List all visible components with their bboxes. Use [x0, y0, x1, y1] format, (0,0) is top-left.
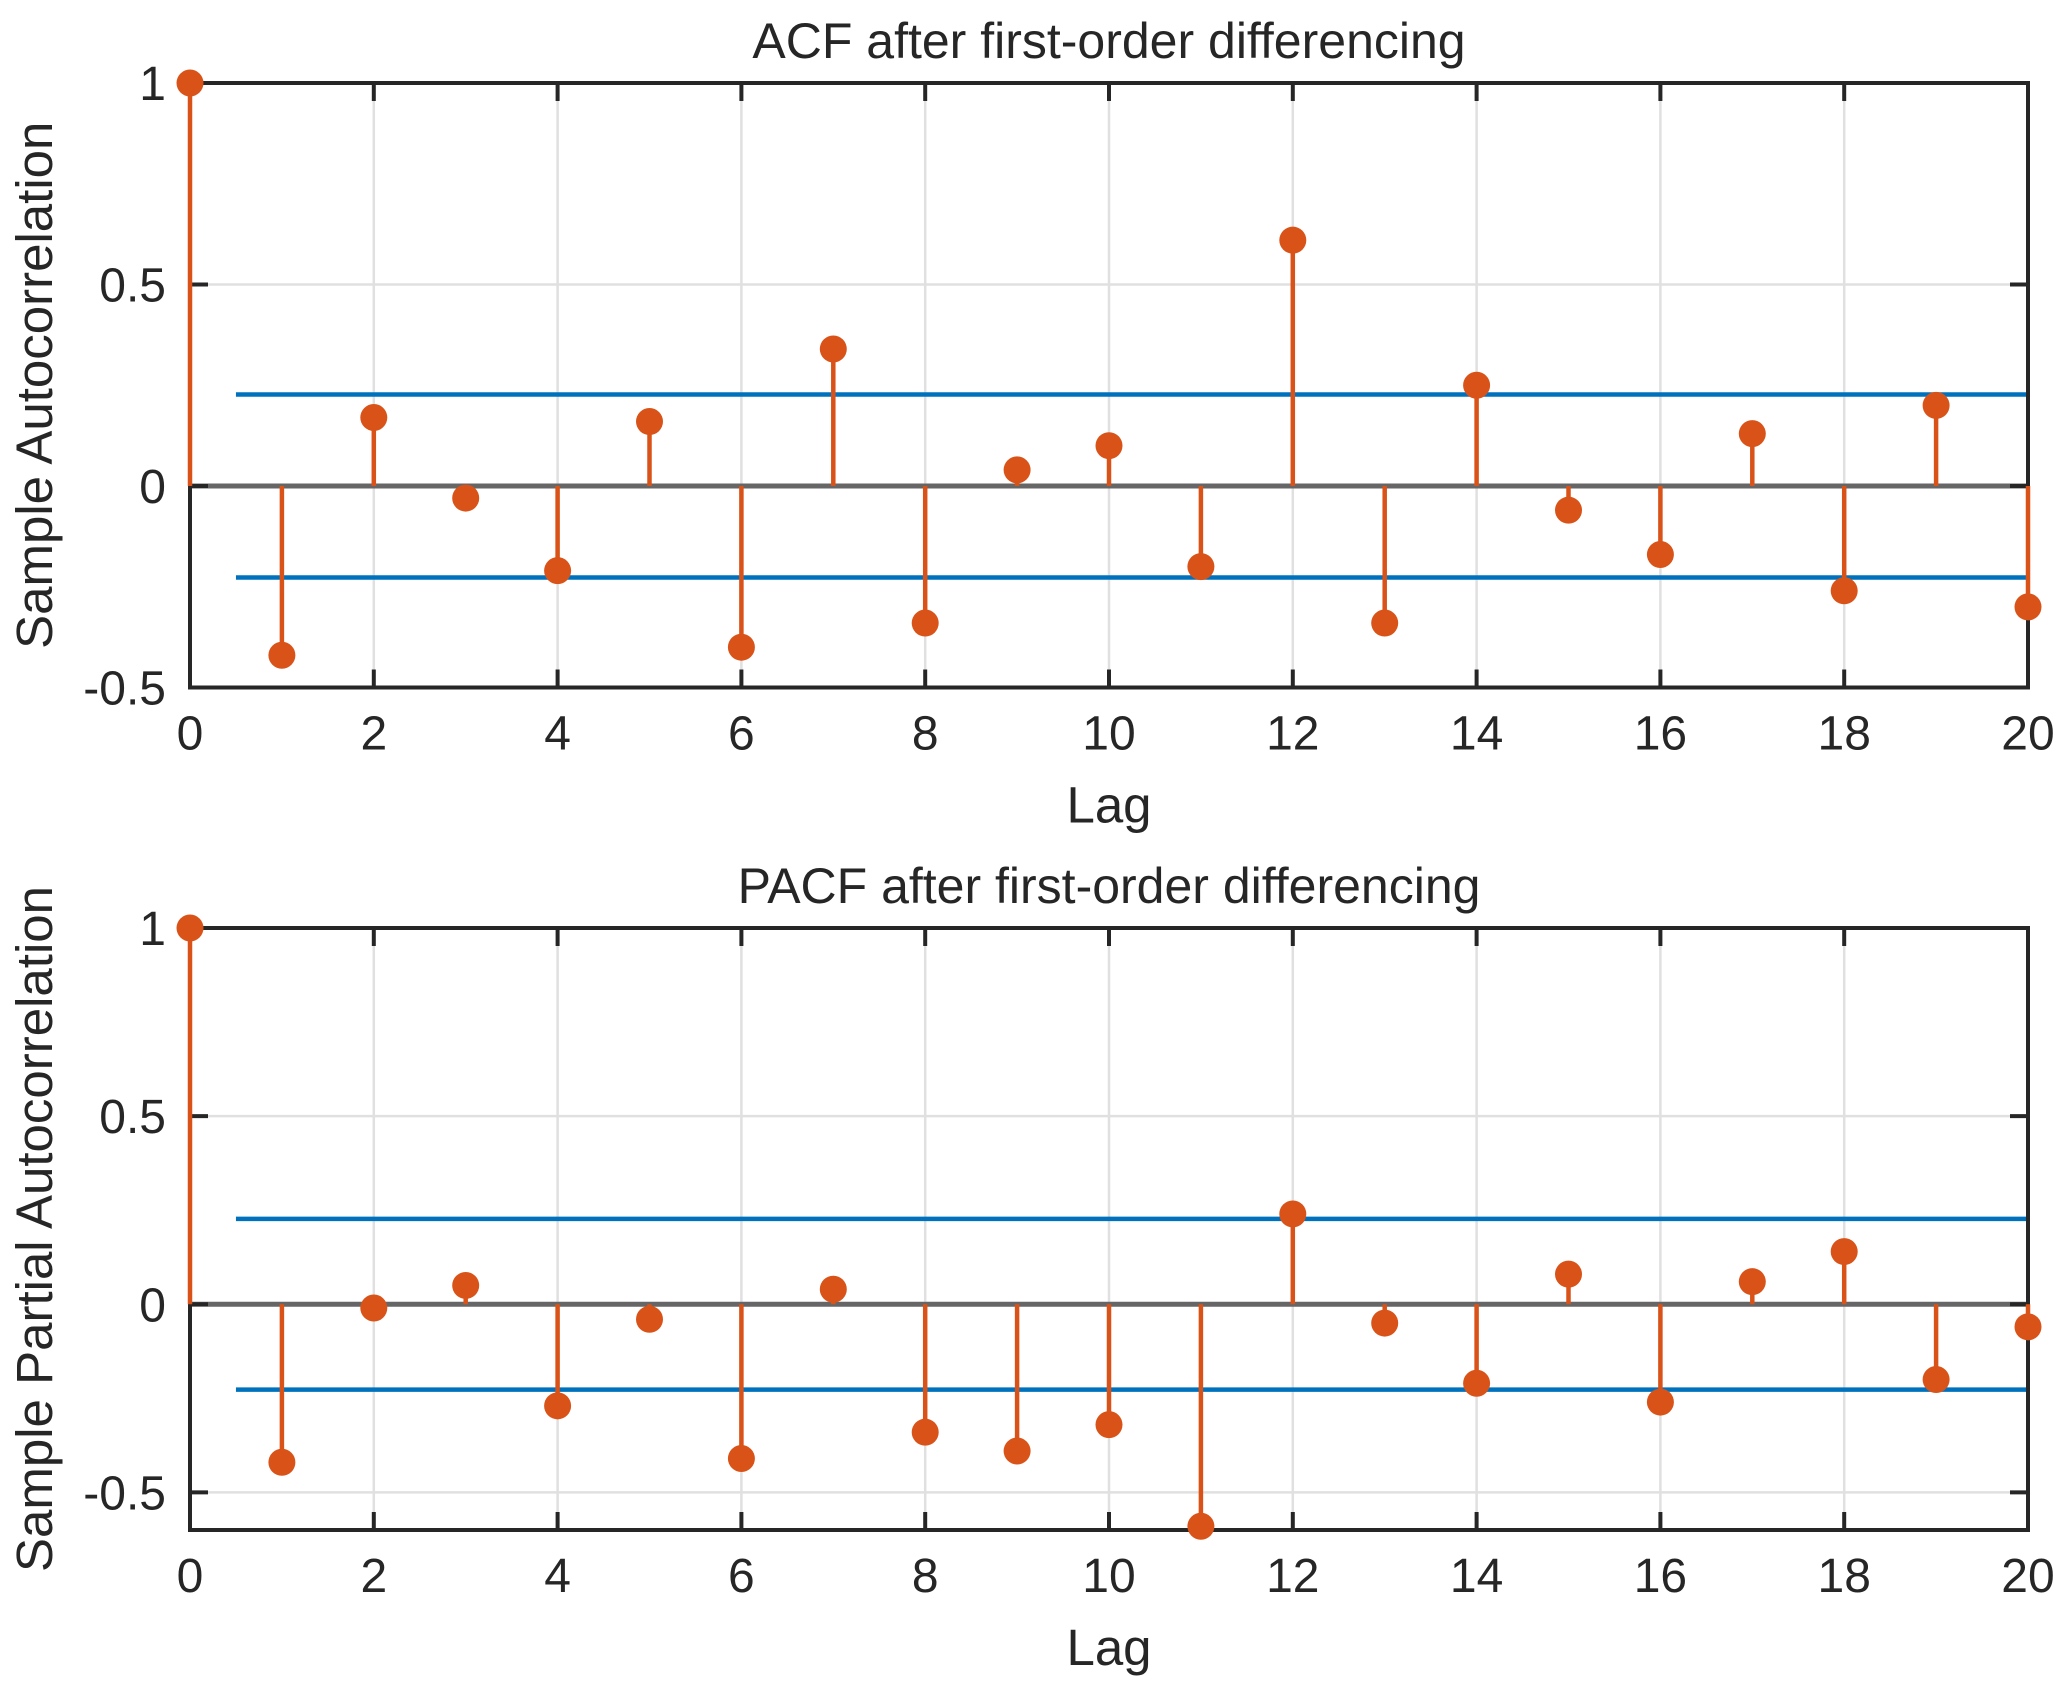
stem-marker-lag-8 — [911, 609, 939, 637]
y-tick-label: 0 — [139, 1279, 166, 1332]
stem-marker-lag-1 — [268, 1448, 296, 1476]
gridlines — [188, 926, 2030, 1530]
stem-marker-lag-8 — [911, 1418, 939, 1446]
stem-marker-lag-15 — [1555, 1260, 1582, 1288]
stem-marker-lag-3 — [452, 1271, 480, 1299]
stem-marker-lag-0 — [176, 69, 204, 97]
x-tick-label: 10 — [1082, 708, 1135, 761]
stem-marker-lag-12 — [1279, 226, 1307, 254]
stem-marker-lag-18 — [1830, 577, 1858, 605]
stem-marker-lag-15 — [1555, 496, 1582, 524]
x-tick-label: 16 — [1634, 708, 1687, 761]
stem-marker-lag-13 — [1371, 1309, 1399, 1337]
x-tick-label: 18 — [1818, 1550, 1871, 1603]
y-tick-label: 0 — [139, 461, 166, 514]
x-tick-label: 2 — [360, 708, 387, 761]
y-axis-label: Sample Autocorrelation — [6, 122, 63, 649]
stem-marker-lag-6 — [727, 633, 755, 661]
stem-marker-lag-19 — [1922, 391, 1950, 419]
stem-marker-lag-11 — [1187, 1512, 1215, 1540]
y-tick-label: 1 — [139, 58, 166, 111]
x-tick-label: 14 — [1450, 1550, 1503, 1603]
stem-marker-lag-17 — [1738, 420, 1766, 448]
stem-marker-lag-20 — [2014, 1313, 2042, 1341]
x-tick-label: 4 — [544, 708, 571, 761]
x-tick-label: 2 — [360, 1550, 387, 1603]
stem-marker-lag-7 — [819, 1275, 847, 1303]
stem-marker-lag-10 — [1095, 432, 1123, 460]
stem-marker-lag-9 — [1003, 456, 1031, 484]
x-tick-label: 6 — [728, 1550, 755, 1603]
y-axis-label: Sample Partial Autocorrelation — [6, 886, 63, 1572]
stem-marker-lag-16 — [1646, 1388, 1674, 1416]
stem-marker-lag-14 — [1463, 371, 1491, 399]
x-tick-label: 16 — [1634, 1550, 1687, 1603]
stem-marker-lag-20 — [2014, 593, 2042, 621]
y-tick-label: 0.5 — [99, 260, 166, 313]
stem-marker-lag-6 — [727, 1445, 755, 1473]
y-tick-label: -0.5 — [83, 663, 166, 716]
stem-marker-lag-1 — [268, 641, 296, 669]
stem-marker-lag-4 — [544, 557, 572, 585]
stem-marker-lag-11 — [1187, 553, 1215, 581]
x-tick-label: 4 — [544, 1550, 571, 1603]
stem-marker-lag-10 — [1095, 1411, 1123, 1439]
acf-plot: ACF after first-order differencing-0.500… — [6, 13, 2055, 834]
y-tick-label: 1 — [139, 903, 166, 956]
pacf-plot: PACF after first-order differencing-0.50… — [6, 858, 2055, 1676]
x-axis-label: Lag — [1066, 777, 1151, 834]
gridlines — [188, 81, 2030, 689]
stem-marker-lag-14 — [1463, 1369, 1491, 1397]
y-tick-label: -0.5 — [83, 1467, 166, 1520]
stem-marker-lag-5 — [636, 1305, 663, 1333]
plot-title: ACF after first-order differencing — [752, 13, 1465, 69]
x-tick-label: 8 — [912, 708, 939, 761]
x-tick-label: 6 — [728, 708, 755, 761]
stem-marker-lag-9 — [1003, 1437, 1031, 1465]
x-tick-label: 12 — [1266, 708, 1319, 761]
stem-marker-lag-7 — [819, 335, 847, 363]
stem-marker-lag-2 — [360, 403, 388, 431]
stem-marker-lag-12 — [1279, 1200, 1307, 1228]
x-tick-label: 10 — [1082, 1550, 1135, 1603]
x-tick-label: 20 — [2001, 708, 2054, 761]
stem-series — [176, 914, 2042, 1540]
stem-marker-lag-0 — [176, 914, 204, 942]
stem-marker-lag-16 — [1646, 541, 1674, 569]
x-tick-label: 18 — [1818, 708, 1871, 761]
y-tick-label: 0.5 — [99, 1091, 166, 1144]
stem-marker-lag-13 — [1371, 609, 1399, 637]
stem-marker-lag-18 — [1830, 1238, 1858, 1266]
x-tick-label: 12 — [1266, 1550, 1319, 1603]
stem-marker-lag-19 — [1922, 1366, 1950, 1393]
x-axis-label: Lag — [1066, 1619, 1151, 1676]
stem-marker-lag-5 — [636, 408, 663, 436]
stem-marker-lag-3 — [452, 484, 480, 512]
stem-marker-lag-4 — [544, 1392, 572, 1420]
x-tick-label: 0 — [177, 1550, 204, 1603]
plot-title: PACF after first-order differencing — [738, 858, 1481, 914]
x-tick-label: 0 — [177, 708, 204, 761]
stem-marker-lag-2 — [360, 1294, 388, 1322]
stem-series — [176, 69, 2042, 669]
x-tick-label: 20 — [2001, 1550, 2054, 1603]
stem-marker-lag-17 — [1738, 1268, 1766, 1296]
x-tick-label: 14 — [1450, 708, 1503, 761]
x-tick-label: 8 — [912, 1550, 939, 1603]
